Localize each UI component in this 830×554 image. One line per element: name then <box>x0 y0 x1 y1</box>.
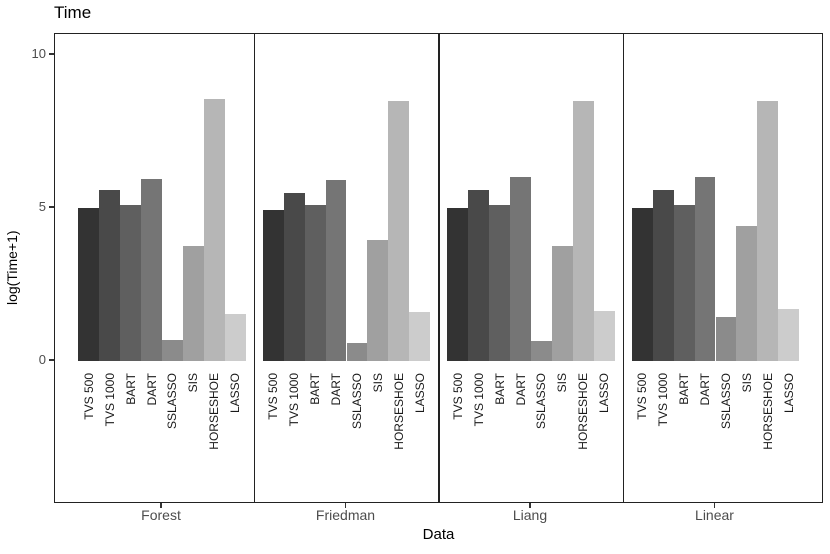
bar-friedman-lasso <box>409 312 431 361</box>
y-axis-title: log(Time+1) <box>4 230 20 306</box>
y-tick-label: 10 <box>31 46 46 61</box>
bar-linear-horseshoe <box>757 101 779 361</box>
bar-liang-sslasso <box>531 341 552 361</box>
bar-linear-tvs-500 <box>631 208 653 361</box>
bar-forest-tvs-500 <box>78 208 100 361</box>
bar-label: BART <box>677 373 692 405</box>
bar-friedman-sis <box>367 240 389 361</box>
y-tick-label: 5 <box>38 199 46 214</box>
panel-divider <box>253 34 255 502</box>
bar-label: BART <box>308 373 323 405</box>
bar-label: SIS <box>370 373 385 393</box>
bar-forest-tvs-1000 <box>99 190 121 361</box>
bar-label: SIS <box>555 373 570 393</box>
bar-label: SSLASSO <box>534 373 549 430</box>
category-label-linear: Linear <box>695 507 734 523</box>
bar-label: TVS 1000 <box>287 373 302 427</box>
bar-linear-sslasso <box>715 317 737 361</box>
panel-divider <box>622 34 624 502</box>
x-tick-mark <box>529 503 531 508</box>
bar-linear-lasso <box>778 309 800 361</box>
x-tick-mark <box>713 503 716 508</box>
bar-label: HORSESHOE <box>207 373 222 450</box>
bar-liang-lasso <box>593 311 615 361</box>
bar-label: HORSESHOE <box>391 373 406 450</box>
bar-friedman-horseshoe <box>388 101 410 361</box>
bar-label: DART <box>513 373 528 406</box>
x-axis-title: Data <box>422 526 455 543</box>
bar-liang-sis <box>551 246 573 361</box>
y-tick-mark <box>49 53 54 55</box>
bar-label: LASSO <box>781 373 796 414</box>
x-tick-mark <box>160 503 162 508</box>
bar-linear-bart <box>673 205 695 361</box>
bar-label: TVS 1000 <box>656 373 671 427</box>
y-tick-label: 0 <box>38 352 46 367</box>
bar-label: SSLASSO <box>718 373 733 430</box>
bar-forest-sis <box>182 246 204 361</box>
bar-label: TVS 500 <box>635 373 650 420</box>
bar-label: DART <box>698 373 713 406</box>
bar-friedman-sslasso <box>346 343 368 361</box>
bar-liang-tvs-1000 <box>468 190 490 361</box>
bar-label: LASSO <box>597 373 612 414</box>
bar-label: DART <box>329 373 344 406</box>
y-tick-mark <box>49 359 54 361</box>
bar-friedman-dart <box>325 180 347 361</box>
bar-forest-dart <box>141 179 162 361</box>
panel-divider <box>438 34 440 502</box>
bar-liang-dart <box>510 177 531 361</box>
bar-label: TVS 500 <box>450 373 465 420</box>
bar-forest-sslasso <box>162 340 183 361</box>
bar-label: LASSO <box>412 373 427 414</box>
bar-label: HORSESHOE <box>576 373 591 450</box>
bar-label: TVS 1000 <box>471 373 486 427</box>
bar-label: SSLASSO <box>349 373 364 430</box>
bar-friedman-tvs-1000 <box>283 193 305 361</box>
bar-forest-horseshoe <box>203 99 225 361</box>
bar-liang-tvs-500 <box>447 208 469 361</box>
bar-label: SIS <box>739 373 754 393</box>
bar-linear-tvs-1000 <box>652 190 674 361</box>
bar-linear-sis <box>736 226 758 361</box>
bar-forest-lasso <box>224 314 246 361</box>
bar-friedman-tvs-500 <box>262 210 284 361</box>
y-tick-mark <box>49 206 54 208</box>
chart-title: Time <box>54 3 92 22</box>
bar-label: TVS 500 <box>266 373 281 420</box>
category-label-friedman: Friedman <box>315 507 376 523</box>
x-tick-mark <box>344 503 347 508</box>
bar-label: BART <box>123 373 138 405</box>
bar-label: LASSO <box>228 373 243 414</box>
bar-label: SSLASSO <box>165 373 180 430</box>
bar-liang-horseshoe <box>572 101 594 361</box>
bar-label: DART <box>144 373 159 406</box>
bar-label: BART <box>492 373 507 405</box>
bar-label: TVS 500 <box>81 373 96 420</box>
category-label-liang: Liang <box>512 507 548 523</box>
plot-panel: TVS 500 TVS 1000 BART DART SSLASSO SIS HORSESH… <box>54 33 823 503</box>
bar-liang-bart <box>489 205 511 361</box>
bar-linear-dart <box>694 177 716 361</box>
bar-friedman-bart <box>304 205 326 361</box>
bar-label: SIS <box>186 373 201 393</box>
bar-label: HORSESHOE <box>760 373 775 450</box>
bar-forest-bart <box>120 205 142 361</box>
category-label-forest: Forest <box>141 507 181 523</box>
bar-label: TVS 1000 <box>102 373 117 427</box>
